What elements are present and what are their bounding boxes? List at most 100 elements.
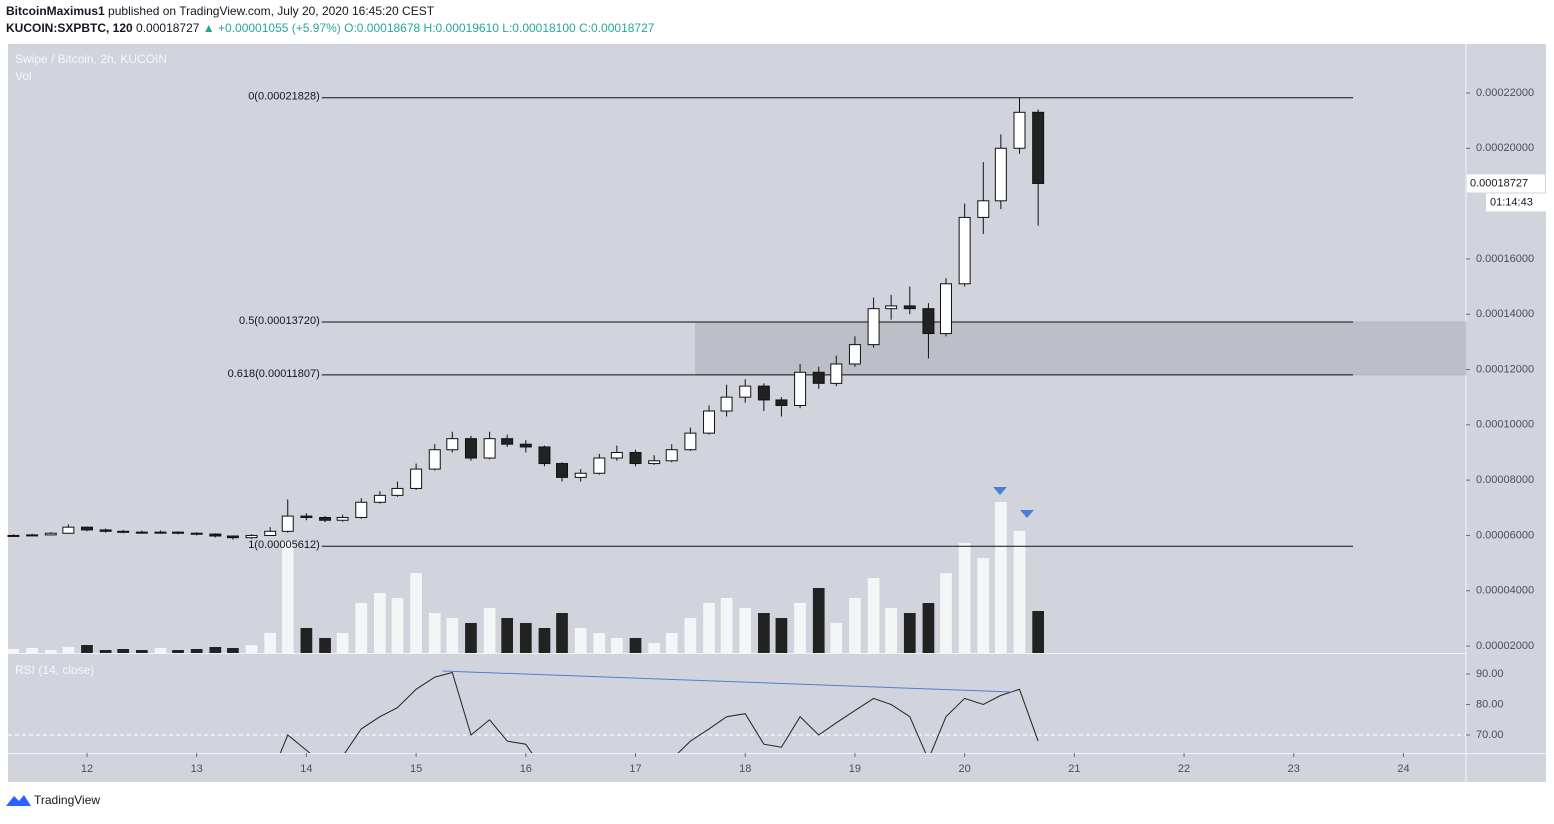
candle-body [117, 530, 130, 533]
candle-body [99, 529, 112, 532]
countdown-box [1486, 193, 1546, 212]
candle-body [812, 371, 825, 384]
volume-bar [994, 502, 1007, 653]
volume-bar [629, 638, 642, 653]
candle-body [739, 385, 752, 398]
y-tick-label: 0.00016000 [1476, 253, 1534, 265]
candle-body [264, 530, 277, 536]
candle-body [428, 449, 441, 470]
volume-bar [720, 598, 733, 653]
candle-body [556, 463, 569, 478]
volume-bar [391, 598, 404, 653]
marks: 0.00022000 0.00020000 0.00016000 0.00014000… [7, 87, 1546, 775]
candle-body [994, 147, 1007, 202]
candle-body [62, 526, 75, 534]
candle-body [848, 344, 861, 365]
candle-body [958, 216, 971, 285]
ohlc-high: H:0.00019610 [424, 21, 500, 35]
volume-bar [355, 603, 368, 653]
volume-bar [867, 578, 880, 653]
volume-bar [556, 613, 568, 653]
candle-body [172, 531, 185, 534]
volume-bar [739, 608, 752, 653]
volume-bar [26, 648, 38, 653]
rsi-tick-label: 70.00 [1476, 729, 1504, 741]
candle-body [665, 449, 678, 462]
volume-bar [538, 628, 551, 653]
y-tick-label: 0.00020000 [1476, 142, 1534, 154]
candle-body [648, 460, 661, 465]
y-tick-label: 0.00002000 [1476, 640, 1534, 652]
x-tick-label: 24 [1397, 763, 1409, 775]
fib-zone [695, 321, 1467, 376]
candle-body [501, 438, 514, 445]
x-tick-label: 20 [959, 763, 971, 775]
volume-bar [574, 628, 587, 653]
volume-bar [374, 593, 386, 653]
rsi-line [279, 671, 1039, 753]
volume-bar [922, 603, 935, 653]
volume-marker [993, 487, 1007, 495]
candle-body [830, 363, 843, 384]
candle-body [574, 472, 587, 478]
y-tick-label: 0.00010000 [1476, 419, 1534, 431]
x-tick-label: 15 [410, 763, 422, 775]
published: published on TradingView.com, July 20, 2… [108, 4, 435, 18]
volume-bar [428, 613, 441, 653]
x-tick-label: 17 [629, 763, 641, 775]
candle-body [410, 468, 423, 489]
header-line: BitcoinMaximus1 published on TradingView… [6, 4, 435, 18]
fib-label: 0.618(0.00011807) [228, 368, 320, 380]
logo-icon [6, 795, 31, 806]
volume-marker [1020, 510, 1034, 518]
symbol-line: KUCOIN:SXPBTC, 120 0.00018727 ▲ +0.00001… [6, 21, 655, 35]
volume-bar [172, 650, 184, 653]
fib-label: 0(0.00021828) [248, 91, 320, 103]
last-price-label: 0.00018727 [1470, 177, 1528, 189]
volume-bar [264, 633, 277, 653]
candle-body [922, 308, 935, 335]
candle-body [593, 457, 606, 474]
volume-bar [1013, 531, 1026, 653]
x-tick-label: 18 [739, 763, 751, 775]
volume-bar [519, 623, 532, 653]
volume-bar [483, 608, 496, 653]
candle-body [794, 371, 807, 406]
volume-bar [593, 633, 606, 653]
candle-body [885, 305, 898, 310]
candle-body [373, 494, 386, 503]
change: ▲ +0.00001055 (+5.97%) [203, 21, 341, 35]
volume-bar [245, 645, 258, 653]
candle-body [867, 308, 880, 346]
fib-label: 1(0.00005612) [248, 539, 320, 551]
candle-body [464, 438, 477, 459]
candle-body [190, 532, 203, 535]
x-tick-label: 21 [1068, 763, 1080, 775]
volume-bar [958, 543, 971, 653]
x-tick-label: 13 [191, 763, 203, 775]
y-tick-label: 0.00014000 [1476, 308, 1534, 320]
volume-bar [44, 650, 57, 653]
volume-bar [648, 643, 661, 653]
candle-body [281, 515, 294, 532]
volume-bar [135, 650, 148, 653]
candle-body [300, 515, 313, 518]
candle-body [319, 516, 332, 521]
candle-body [1013, 111, 1026, 149]
volume-bar [281, 541, 294, 653]
logo: TradingView [6, 793, 100, 807]
volume-bar [903, 613, 916, 653]
y-tick-label: 0.00004000 [1476, 585, 1534, 597]
brand: TradingView [34, 793, 100, 807]
volume-bar [300, 628, 313, 653]
x-tick-label: 22 [1178, 763, 1190, 775]
candle-body [226, 535, 239, 539]
candle-body [446, 438, 459, 451]
candle-body [903, 305, 916, 310]
ohlc-low: L:0.00018100 [502, 21, 576, 35]
candle-body [483, 438, 496, 459]
volume-bar [758, 613, 770, 653]
volume-bar [465, 623, 477, 653]
candle-body [775, 399, 788, 406]
y-tick-label: 0.00022000 [1476, 87, 1534, 99]
